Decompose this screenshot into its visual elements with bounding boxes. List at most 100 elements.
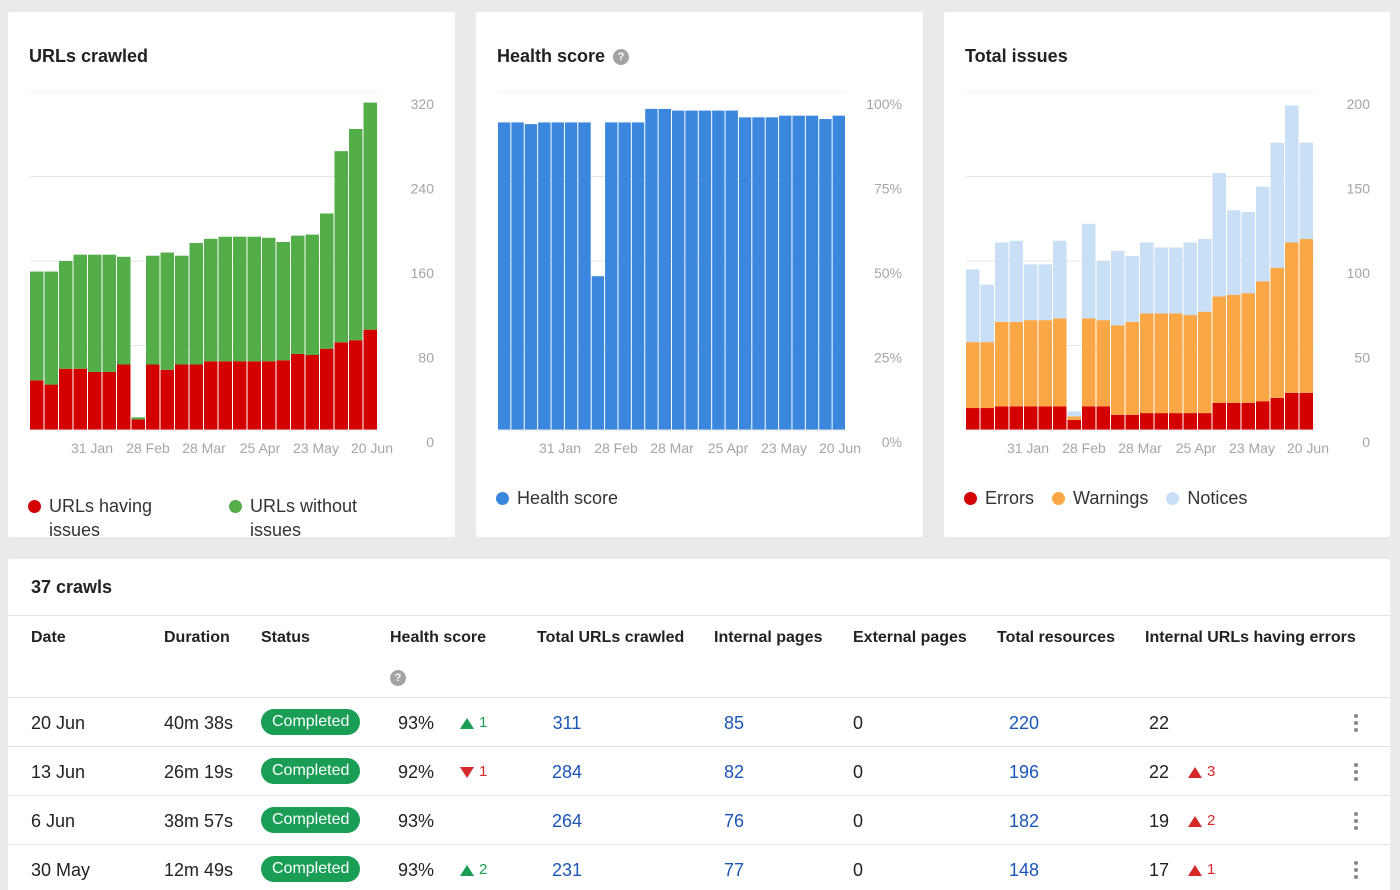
bar-errors[interactable]: [1270, 397, 1285, 430]
bar-errors[interactable]: [1125, 414, 1140, 430]
bar-notices[interactable]: [1067, 411, 1082, 417]
bar-warnings[interactable]: [1285, 242, 1299, 393]
bar-notices[interactable]: [1212, 173, 1227, 297]
bar-errors[interactable]: [1111, 414, 1125, 430]
cell-internal-pages-link[interactable]: 82: [723, 762, 745, 782]
bar-warnings[interactable]: [1270, 267, 1285, 398]
cell-total-urls-link[interactable]: 231: [551, 860, 583, 880]
cell-total-resources-link[interactable]: 196: [1008, 762, 1040, 782]
bar-notices[interactable]: [1125, 255, 1140, 322]
bar-urls-without-issues[interactable]: [233, 236, 247, 362]
bar-errors[interactable]: [1183, 413, 1198, 430]
bar-urls-having-issues[interactable]: [204, 361, 218, 430]
bar-urls-without-issues[interactable]: [247, 236, 262, 362]
bar-urls-without-issues[interactable]: [189, 243, 204, 365]
cell-total-urls-link[interactable]: 311: [552, 713, 582, 733]
bar-warnings[interactable]: [1299, 239, 1314, 393]
bar-urls-having-issues[interactable]: [30, 380, 44, 430]
table-row[interactable]: 6 Jun 38m 57s Completed 93% 264 76 0 182 19 2: [8, 796, 1390, 845]
bar-health-score[interactable]: [618, 122, 631, 431]
bar-urls-without-issues[interactable]: [349, 128, 363, 341]
col-status[interactable]: Status: [261, 629, 310, 646]
bar-health-score[interactable]: [605, 122, 618, 431]
bar-urls-without-issues[interactable]: [305, 234, 320, 356]
bar-health-score[interactable]: [498, 122, 511, 431]
bar-urls-having-issues[interactable]: [334, 342, 349, 430]
bar-errors[interactable]: [1212, 402, 1227, 430]
bar-notices[interactable]: [1198, 239, 1212, 312]
bar-urls-without-issues[interactable]: [363, 102, 378, 330]
bar-warnings[interactable]: [1169, 313, 1183, 414]
bar-health-score[interactable]: [591, 276, 605, 430]
bar-errors[interactable]: [1024, 406, 1038, 430]
bar-urls-having-issues[interactable]: [305, 355, 320, 430]
bar-warnings[interactable]: [1183, 315, 1198, 414]
legend-notices[interactable]: Notices: [1166, 486, 1247, 510]
bar-urls-having-issues[interactable]: [262, 361, 276, 430]
bar-notices[interactable]: [1140, 242, 1154, 314]
bar-notices[interactable]: [1270, 142, 1285, 268]
more-options-icon[interactable]: [1348, 711, 1364, 735]
bar-urls-without-issues[interactable]: [131, 417, 146, 420]
bar-urls-without-issues[interactable]: [44, 271, 59, 385]
more-options-icon[interactable]: [1348, 809, 1364, 833]
bar-health-score[interactable]: [765, 117, 779, 430]
bar-urls-without-issues[interactable]: [59, 261, 73, 369]
bar-warnings[interactable]: [1140, 313, 1154, 414]
bar-urls-having-issues[interactable]: [233, 361, 247, 430]
bar-warnings[interactable]: [1038, 320, 1053, 407]
legend-warnings[interactable]: Warnings: [1052, 486, 1148, 510]
bar-warnings[interactable]: [1067, 416, 1082, 420]
bar-notices[interactable]: [1169, 247, 1183, 314]
bar-warnings[interactable]: [1212, 296, 1227, 403]
more-options-icon[interactable]: [1348, 858, 1364, 882]
bar-urls-having-issues[interactable]: [44, 384, 59, 430]
bar-warnings[interactable]: [1009, 321, 1024, 407]
bar-errors[interactable]: [1198, 413, 1212, 430]
col-duration[interactable]: Duration: [164, 629, 230, 646]
bar-notices[interactable]: [1111, 250, 1125, 326]
bar-urls-having-issues[interactable]: [320, 348, 334, 430]
bar-urls-without-issues[interactable]: [320, 213, 334, 349]
bar-errors[interactable]: [1096, 406, 1111, 430]
bar-health-score[interactable]: [564, 122, 578, 431]
bar-urls-having-issues[interactable]: [117, 364, 131, 430]
bar-notices[interactable]: [1024, 264, 1038, 321]
col-internal-pages[interactable]: Internal pages: [714, 629, 823, 646]
bar-warnings[interactable]: [1082, 318, 1096, 407]
bar-health-score[interactable]: [631, 122, 645, 431]
bar-urls-having-issues[interactable]: [291, 353, 305, 430]
bar-urls-having-issues[interactable]: [363, 329, 378, 430]
bar-urls-having-issues[interactable]: [59, 368, 73, 430]
table-row[interactable]: 13 Jun 26m 19s Completed 92% 1 284 82 0 196 22 3: [8, 747, 1390, 796]
cell-total-resources-link[interactable]: 182: [1008, 811, 1040, 831]
bar-urls-without-issues[interactable]: [117, 256, 131, 365]
bar-notices[interactable]: [1285, 105, 1299, 243]
bar-errors[interactable]: [1285, 392, 1299, 430]
more-options-icon[interactable]: [1348, 760, 1364, 784]
bar-health-score[interactable]: [779, 115, 792, 430]
cell-total-urls-link[interactable]: 284: [551, 762, 583, 782]
bar-errors[interactable]: [1009, 406, 1024, 430]
bar-health-score[interactable]: [738, 117, 752, 430]
bar-health-score[interactable]: [685, 110, 698, 430]
bar-errors[interactable]: [995, 406, 1009, 430]
bar-errors[interactable]: [1140, 413, 1154, 430]
bar-urls-having-issues[interactable]: [146, 364, 160, 430]
bar-warnings[interactable]: [1053, 318, 1067, 407]
bar-health-score[interactable]: [712, 110, 725, 430]
bar-urls-having-issues[interactable]: [175, 364, 189, 430]
bar-errors[interactable]: [1169, 413, 1183, 430]
bar-health-score[interactable]: [805, 115, 819, 430]
bar-errors[interactable]: [980, 408, 995, 430]
bar-health-score[interactable]: [672, 110, 685, 430]
bar-urls-without-issues[interactable]: [146, 255, 160, 365]
bar-notices[interactable]: [1038, 264, 1053, 321]
legend-health-score[interactable]: Health score: [496, 486, 618, 510]
bar-warnings[interactable]: [1256, 281, 1270, 402]
bar-urls-having-issues[interactable]: [218, 361, 233, 430]
bar-urls-without-issues[interactable]: [88, 254, 102, 372]
col-external-pages[interactable]: External pages: [853, 629, 967, 646]
bar-health-score[interactable]: [832, 115, 845, 430]
col-total-urls[interactable]: Total URLs crawled: [537, 629, 685, 646]
